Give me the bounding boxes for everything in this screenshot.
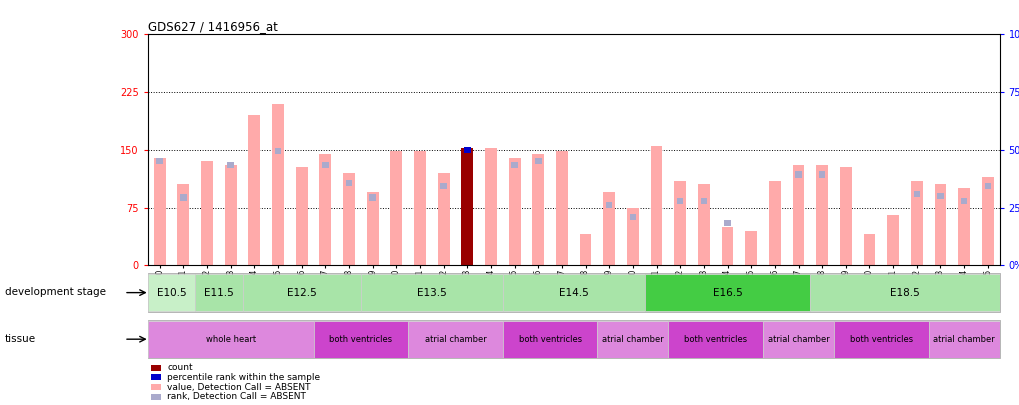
Text: both ventricles: both ventricles — [849, 335, 912, 344]
Text: tissue: tissue — [5, 334, 37, 344]
Bar — [818, 171, 824, 177]
Text: both ventricles: both ventricles — [329, 335, 392, 344]
Bar — [440, 183, 446, 189]
Bar — [667, 321, 762, 358]
Text: E18.5: E18.5 — [890, 288, 919, 298]
Bar — [272, 104, 283, 265]
Bar — [390, 151, 401, 265]
Text: whole heart: whole heart — [206, 335, 256, 344]
Bar — [627, 207, 638, 265]
Bar — [367, 192, 378, 265]
Bar — [227, 162, 233, 168]
Bar — [464, 147, 470, 153]
Bar — [322, 162, 328, 168]
Bar — [700, 198, 706, 205]
Bar — [720, 227, 733, 265]
Text: development stage: development stage — [5, 288, 106, 297]
Bar — [274, 148, 281, 154]
Bar — [795, 171, 801, 177]
Bar — [437, 173, 449, 265]
Bar — [644, 274, 809, 311]
Bar — [913, 191, 919, 197]
Bar — [981, 177, 993, 265]
Bar — [319, 153, 331, 265]
Bar — [933, 185, 946, 265]
Bar — [723, 220, 730, 226]
Bar — [461, 147, 473, 265]
Bar — [148, 321, 313, 358]
Bar — [502, 274, 644, 311]
Text: rank, Detection Call = ABSENT: rank, Detection Call = ABSENT — [167, 392, 306, 401]
Bar — [579, 234, 591, 265]
Bar — [361, 274, 502, 311]
Bar — [936, 193, 943, 199]
Bar — [345, 180, 352, 186]
Text: GDS627 / 1416956_at: GDS627 / 1416956_at — [148, 20, 277, 33]
Text: percentile rank within the sample: percentile rank within the sample — [167, 373, 320, 382]
Bar — [342, 173, 355, 265]
Bar — [809, 274, 999, 311]
Text: E16.5: E16.5 — [712, 288, 742, 298]
Bar — [605, 202, 611, 208]
Bar — [957, 188, 969, 265]
Bar — [792, 165, 804, 265]
Text: E11.5: E11.5 — [204, 288, 233, 298]
Text: E14.5: E14.5 — [558, 288, 588, 298]
Bar — [597, 321, 667, 358]
Bar — [555, 151, 568, 265]
Text: atrial chamber: atrial chamber — [424, 335, 486, 344]
Bar — [983, 183, 990, 189]
Bar — [834, 321, 927, 358]
Bar — [369, 194, 376, 200]
Bar — [313, 321, 408, 358]
Bar — [148, 274, 195, 311]
Bar — [195, 274, 243, 311]
Text: atrial chamber: atrial chamber — [601, 335, 663, 344]
Bar — [629, 214, 636, 220]
Bar — [650, 146, 661, 265]
Text: both ventricles: both ventricles — [684, 335, 747, 344]
Bar — [224, 165, 236, 265]
Bar — [839, 167, 851, 265]
Text: value, Detection Call = ABSENT: value, Detection Call = ABSENT — [167, 383, 311, 392]
Bar — [768, 181, 780, 265]
Bar — [508, 158, 520, 265]
Bar — [674, 181, 686, 265]
Bar — [177, 185, 190, 265]
Bar — [408, 321, 502, 358]
Bar — [697, 185, 709, 265]
Text: E10.5: E10.5 — [157, 288, 186, 298]
Bar — [156, 158, 163, 164]
Bar — [180, 194, 186, 200]
Bar — [485, 148, 496, 265]
Bar — [502, 321, 597, 358]
Bar — [511, 162, 518, 168]
Text: atrial chamber: atrial chamber — [932, 335, 994, 344]
Bar — [535, 158, 541, 164]
Text: count: count — [167, 363, 193, 372]
Bar — [154, 158, 165, 265]
Bar — [677, 198, 683, 205]
Bar — [863, 234, 874, 265]
Bar — [745, 231, 756, 265]
Text: E12.5: E12.5 — [286, 288, 316, 298]
Bar — [296, 167, 308, 265]
Bar — [201, 161, 213, 265]
Bar — [532, 153, 544, 265]
Bar — [243, 274, 361, 311]
Bar — [602, 192, 614, 265]
Bar — [249, 115, 260, 265]
Bar — [910, 181, 922, 265]
Bar — [960, 198, 966, 205]
Text: both ventricles: both ventricles — [518, 335, 581, 344]
Bar — [762, 321, 834, 358]
Text: E13.5: E13.5 — [417, 288, 446, 298]
Bar — [887, 215, 898, 265]
Bar — [414, 151, 426, 265]
Text: atrial chamber: atrial chamber — [767, 335, 828, 344]
Bar — [815, 165, 827, 265]
Bar — [927, 321, 999, 358]
